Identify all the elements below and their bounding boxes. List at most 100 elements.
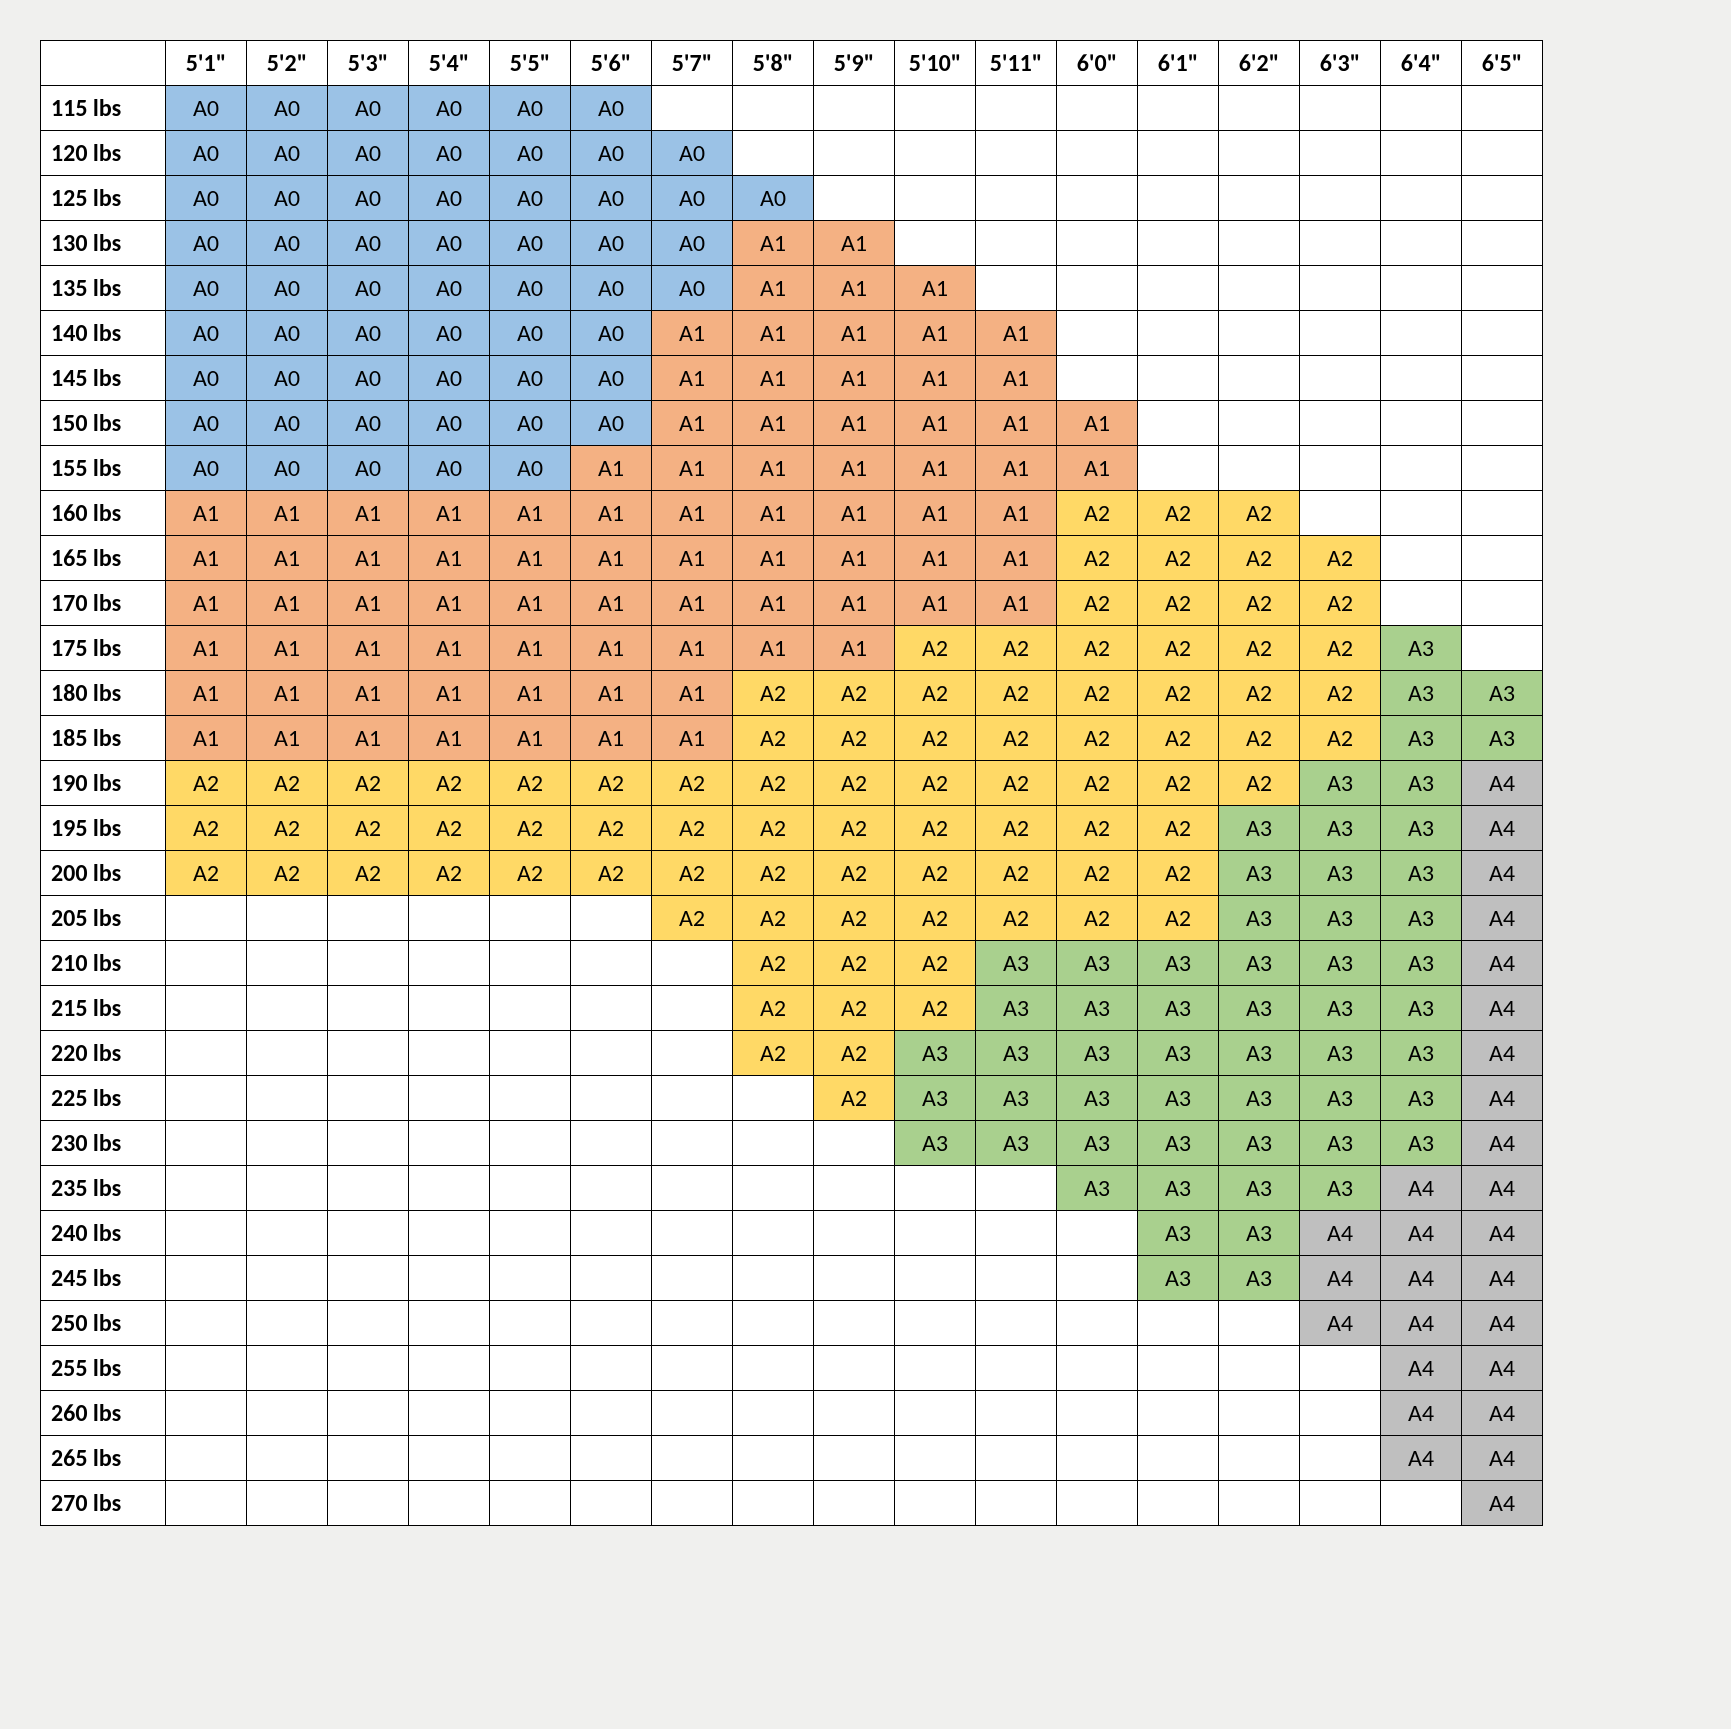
data-cell <box>247 1436 328 1481</box>
data-cell <box>1138 1481 1219 1526</box>
table-row: 135 lbsA0A0A0A0A0A0A0A1A1A1 <box>41 266 1543 311</box>
data-cell: A2 <box>1057 806 1138 851</box>
table-row: 165 lbsA1A1A1A1A1A1A1A1A1A1A1A2A2A2A2 <box>41 536 1543 581</box>
data-cell: A0 <box>409 266 490 311</box>
table-row: 230 lbsA3A3A3A3A3A3A3A4 <box>41 1121 1543 1166</box>
data-cell <box>976 1436 1057 1481</box>
data-cell <box>895 1166 976 1211</box>
data-cell <box>1300 86 1381 131</box>
data-cell: A2 <box>733 986 814 1031</box>
data-cell: A3 <box>1138 1256 1219 1301</box>
data-cell: A0 <box>328 401 409 446</box>
data-cell <box>571 896 652 941</box>
data-cell: A4 <box>1462 1256 1543 1301</box>
data-cell <box>1138 176 1219 221</box>
data-cell: A0 <box>490 266 571 311</box>
data-cell: A2 <box>490 761 571 806</box>
data-cell: A1 <box>247 671 328 716</box>
data-cell <box>1381 536 1462 581</box>
data-cell: A2 <box>490 806 571 851</box>
data-cell: A3 <box>1381 626 1462 671</box>
data-cell: A2 <box>814 986 895 1031</box>
data-cell: A1 <box>247 581 328 626</box>
table-row: 255 lbsA4A4 <box>41 1346 1543 1391</box>
data-cell: A0 <box>328 176 409 221</box>
data-cell <box>409 1391 490 1436</box>
col-header: 5'5" <box>490 41 571 86</box>
data-cell <box>895 1211 976 1256</box>
data-cell <box>490 1211 571 1256</box>
data-cell: A3 <box>1300 1031 1381 1076</box>
data-cell <box>1219 176 1300 221</box>
row-header: 125 lbs <box>41 176 166 221</box>
col-header: 5'3" <box>328 41 409 86</box>
data-cell <box>895 176 976 221</box>
data-cell <box>1057 266 1138 311</box>
data-cell: A1 <box>652 716 733 761</box>
row-header: 220 lbs <box>41 1031 166 1076</box>
data-cell <box>1300 221 1381 266</box>
table-row: 180 lbsA1A1A1A1A1A1A1A2A2A2A2A2A2A2A2A3A… <box>41 671 1543 716</box>
data-cell: A4 <box>1462 1166 1543 1211</box>
data-cell <box>247 1301 328 1346</box>
data-cell: A3 <box>1219 1211 1300 1256</box>
data-cell: A1 <box>976 536 1057 581</box>
data-cell <box>1381 356 1462 401</box>
data-cell <box>1300 131 1381 176</box>
data-cell <box>571 1166 652 1211</box>
data-cell <box>166 941 247 986</box>
data-cell: A3 <box>895 1031 976 1076</box>
data-cell <box>1138 1346 1219 1391</box>
data-cell <box>409 941 490 986</box>
data-cell: A2 <box>814 896 895 941</box>
data-cell: A3 <box>1057 1166 1138 1211</box>
data-cell: A1 <box>733 491 814 536</box>
data-cell: A0 <box>247 446 328 491</box>
data-cell: A2 <box>895 896 976 941</box>
data-cell <box>328 896 409 941</box>
data-cell: A3 <box>1057 986 1138 1031</box>
data-cell: A3 <box>1138 986 1219 1031</box>
data-cell: A2 <box>733 896 814 941</box>
data-cell: A1 <box>733 266 814 311</box>
data-cell: A0 <box>652 221 733 266</box>
data-cell: A2 <box>652 896 733 941</box>
data-cell <box>814 1211 895 1256</box>
data-cell: A0 <box>571 311 652 356</box>
data-cell: A3 <box>1057 1121 1138 1166</box>
data-cell: A3 <box>1219 851 1300 896</box>
data-cell: A3 <box>1219 986 1300 1031</box>
data-cell <box>247 896 328 941</box>
data-cell: A0 <box>247 311 328 356</box>
data-cell: A4 <box>1462 806 1543 851</box>
row-header: 150 lbs <box>41 401 166 446</box>
data-cell <box>1300 356 1381 401</box>
data-cell: A4 <box>1300 1301 1381 1346</box>
data-cell <box>1462 356 1543 401</box>
data-cell <box>1057 1436 1138 1481</box>
data-cell <box>247 1256 328 1301</box>
data-cell: A3 <box>1057 1031 1138 1076</box>
row-header: 205 lbs <box>41 896 166 941</box>
data-cell: A0 <box>490 356 571 401</box>
data-cell <box>733 86 814 131</box>
data-cell: A1 <box>895 446 976 491</box>
data-cell: A1 <box>328 716 409 761</box>
data-cell <box>1057 86 1138 131</box>
data-cell <box>166 1211 247 1256</box>
data-cell: A2 <box>1057 896 1138 941</box>
data-cell <box>409 1256 490 1301</box>
data-cell: A1 <box>814 446 895 491</box>
data-cell: A1 <box>490 581 571 626</box>
data-cell <box>652 986 733 1031</box>
data-cell <box>1057 311 1138 356</box>
data-cell: A4 <box>1462 761 1543 806</box>
data-cell <box>652 1166 733 1211</box>
row-header: 265 lbs <box>41 1436 166 1481</box>
data-cell: A1 <box>571 581 652 626</box>
data-cell: A1 <box>166 536 247 581</box>
table-row: 240 lbsA3A3A4A4A4 <box>41 1211 1543 1256</box>
data-cell <box>1138 1436 1219 1481</box>
data-cell <box>1462 221 1543 266</box>
data-cell <box>1057 1481 1138 1526</box>
